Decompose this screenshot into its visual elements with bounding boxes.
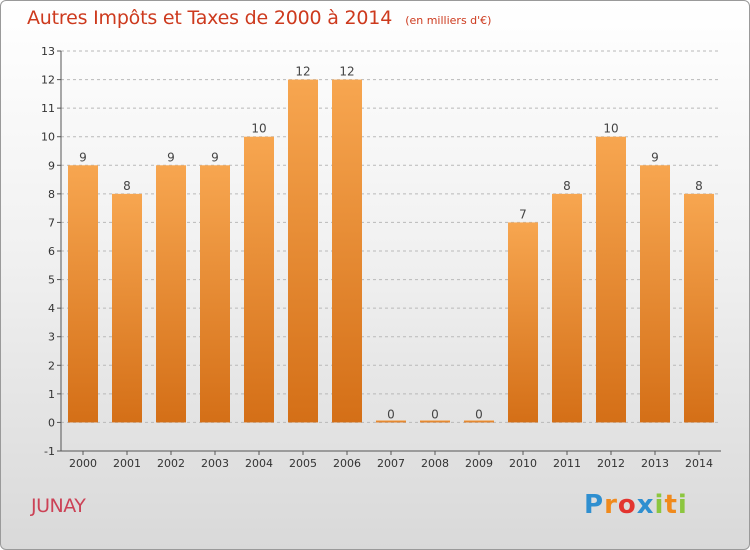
bar-2007 (376, 420, 406, 423)
value-label-2012: 10 (603, 122, 618, 136)
y-tick-label: 8 (48, 188, 55, 201)
logo-letter: o (617, 490, 637, 520)
bar-2012 (596, 136, 626, 423)
logo-letter: i (677, 490, 688, 520)
bar-2002 (156, 165, 186, 423)
x-tick-label-2008: 2008 (421, 457, 449, 470)
x-tick-label-2001: 2001 (113, 457, 141, 470)
value-label-2001: 8 (123, 179, 131, 193)
y-tick-label: 13 (41, 45, 55, 58)
value-label-2000: 9 (79, 150, 87, 164)
bar-2011 (552, 193, 582, 423)
bar-2009 (464, 420, 494, 423)
x-tick-label-2010: 2010 (509, 457, 537, 470)
bar-2005 (288, 79, 318, 423)
commune-name: JUNAY (31, 495, 86, 517)
value-label-2004: 10 (251, 122, 266, 136)
value-label-2003: 9 (211, 150, 219, 164)
chart-title-block: Autres Impôts et Taxes de 2000 à 2014 (e… (27, 7, 491, 29)
bar-2006 (332, 79, 362, 423)
chart-subtitle: (en milliers d'€) (405, 14, 492, 27)
value-label-2010: 7 (519, 207, 527, 221)
chart-title: Autres Impôts et Taxes de 2000 à 2014 (27, 7, 393, 29)
value-label-2005: 12 (295, 65, 310, 79)
y-tick-label: 10 (41, 131, 55, 144)
value-label-2008: 0 (431, 407, 439, 421)
logo-letter: P (584, 490, 605, 520)
value-label-2013: 9 (651, 150, 659, 164)
y-tick-label: 6 (48, 245, 55, 258)
bar-2000 (68, 165, 98, 423)
value-label-2014: 8 (695, 179, 703, 193)
y-tick-label: 7 (48, 216, 55, 229)
y-tick-label: -1 (44, 445, 55, 458)
bar-2001 (112, 193, 142, 423)
bar-2008 (420, 420, 450, 423)
bar-2004 (244, 136, 274, 423)
x-tick-label-2005: 2005 (289, 457, 317, 470)
y-tick-label: 2 (48, 359, 55, 372)
y-tick-label: 3 (48, 331, 55, 344)
logo-letter: x (636, 490, 655, 520)
x-tick-label-2004: 2004 (245, 457, 273, 470)
x-tick-label-2013: 2013 (641, 457, 669, 470)
y-tick-label: 1 (48, 388, 55, 401)
bar-2010 (508, 222, 538, 423)
x-tick-label-2014: 2014 (685, 457, 713, 470)
x-tick-label-2007: 2007 (377, 457, 405, 470)
bar-2003 (200, 165, 230, 423)
x-tick-label-2011: 2011 (553, 457, 581, 470)
value-label-2007: 0 (387, 407, 395, 421)
value-label-2011: 8 (563, 179, 571, 193)
value-label-2002: 9 (167, 150, 175, 164)
logo-letter: i (654, 490, 665, 520)
x-tick-label-2002: 2002 (157, 457, 185, 470)
value-label-2009: 0 (475, 407, 483, 421)
y-tick-label: 12 (41, 74, 55, 87)
bar-2013 (640, 165, 670, 423)
logo-letter: r (604, 490, 618, 520)
bar-2014 (684, 193, 714, 423)
x-tick-label-2003: 2003 (201, 457, 229, 470)
y-tick-label: 4 (48, 302, 55, 315)
x-tick-label-2012: 2012 (597, 457, 625, 470)
x-tick-label-2006: 2006 (333, 457, 361, 470)
logo-letter: t (664, 490, 678, 520)
y-tick-label: 0 (48, 416, 55, 429)
proxiti-logo: Proxiti (584, 490, 688, 520)
y-tick-label: 11 (41, 102, 55, 115)
x-tick-label-2009: 2009 (465, 457, 493, 470)
x-tick-label-2000: 2000 (69, 457, 97, 470)
y-tick-label: 9 (48, 159, 55, 172)
value-label-2006: 12 (339, 65, 354, 79)
y-tick-label: 5 (48, 274, 55, 287)
